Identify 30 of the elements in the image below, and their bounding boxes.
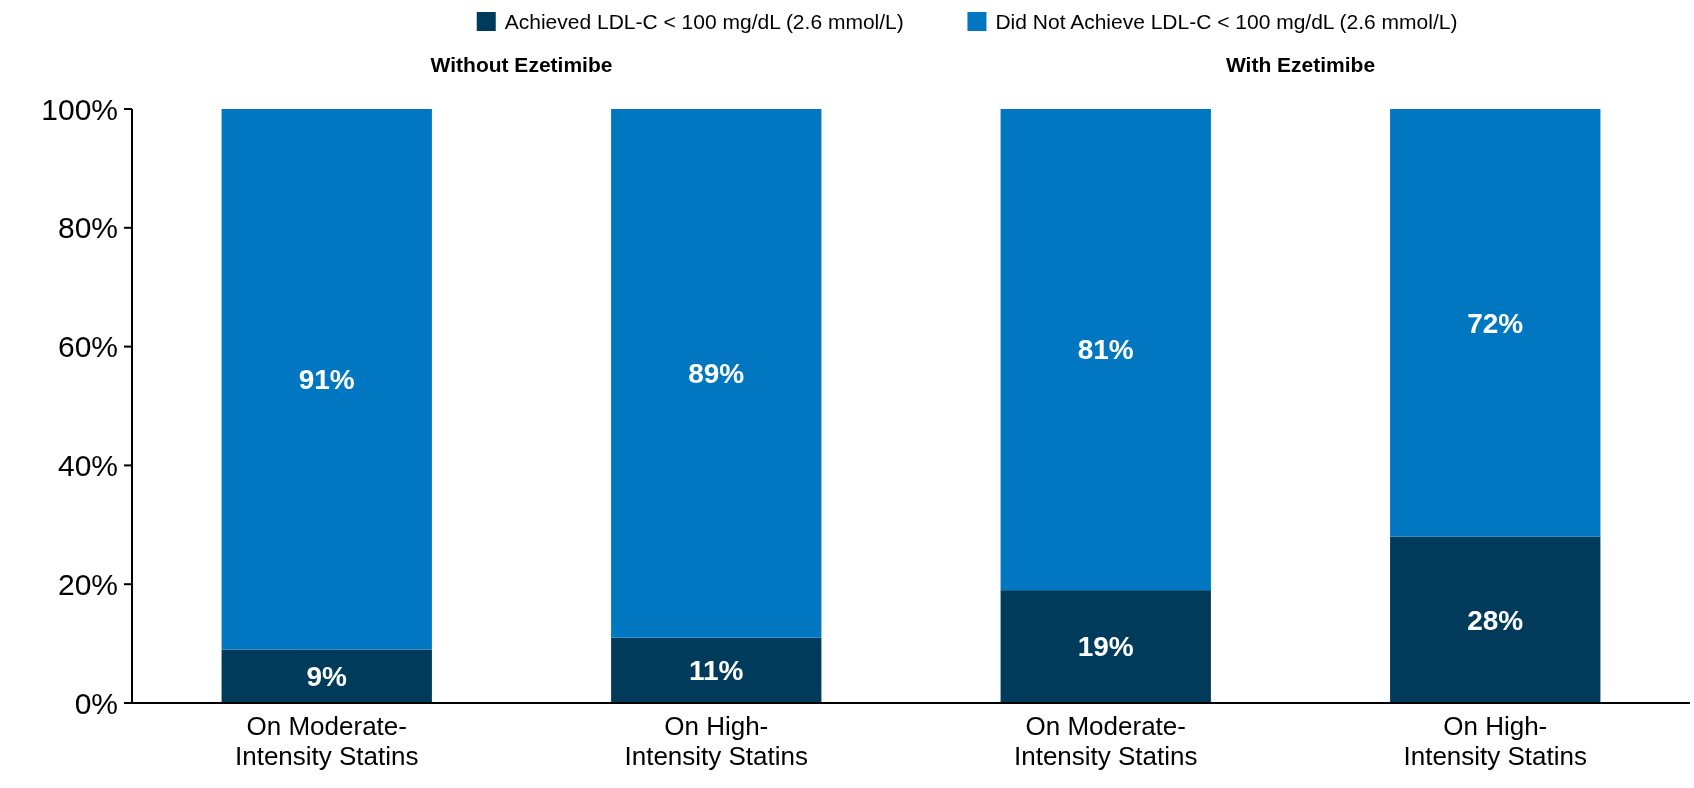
data-label: 9%: [306, 661, 348, 693]
data-label: 89%: [688, 358, 745, 390]
data-label: 81%: [1077, 334, 1134, 366]
y-tick-label: 80%: [57, 211, 118, 245]
data-label: 11%: [689, 655, 744, 687]
data-label: 91%: [298, 364, 355, 396]
legend-label: Did Not Achieve LDL-C < 100 mg/dL (2.6 mmol/L): [995, 10, 1458, 34]
bar: [221, 649, 432, 703]
y-tick-label: 100%: [41, 92, 118, 126]
y-tick-label: 60%: [57, 330, 118, 364]
y-tick-label: 40%: [57, 448, 118, 482]
y-tick-label: 20%: [57, 567, 118, 601]
x-tick-label: On Moderate-Intensity Statins: [234, 711, 419, 771]
bar: [221, 109, 432, 650]
text: Without Ezetimibe: [430, 53, 613, 76]
data-label: 28%: [1467, 604, 1524, 636]
y-tick-label: 0%: [74, 686, 118, 720]
data-label: 19%: [1077, 631, 1134, 663]
bar: [1000, 590, 1211, 703]
x-tick-label: On High-Intensity Statins: [624, 711, 809, 771]
bar: [611, 109, 822, 638]
bar: [1390, 109, 1601, 537]
x-tick-label: On Moderate-Intensity Statins: [1013, 711, 1198, 771]
text: With Ezetimibe: [1225, 53, 1376, 76]
bar: [1000, 109, 1211, 591]
legend-label: Achieved LDL-C < 100 mg/dL (2.6 mmol/L): [504, 10, 904, 34]
data-label: 72%: [1467, 307, 1524, 339]
bar: [611, 637, 822, 703]
x-tick-label: On High-Intensity Statins: [1403, 711, 1588, 771]
bar: [1390, 536, 1601, 703]
